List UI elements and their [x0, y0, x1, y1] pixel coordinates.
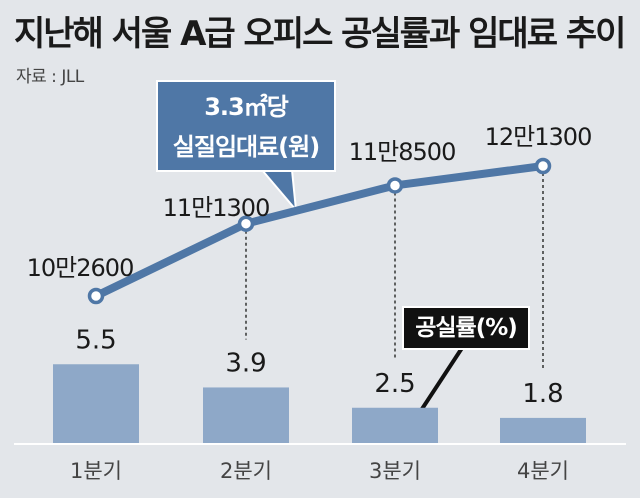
chart-title: 지난해 서울 A급 오피스 공실률과 임대료 추이	[14, 14, 626, 54]
rent-series-label: 3.3㎡당 실질임대료(원)	[156, 80, 336, 172]
vacancy-value-label: 3.9	[225, 348, 266, 378]
x-tick-label: 1분기	[70, 459, 122, 483]
rent-point	[87, 287, 105, 305]
vacancy-callout-pointer	[418, 346, 464, 414]
source-note: 자료 : JLL	[16, 67, 84, 87]
vacancy-value-label: 2.5	[374, 369, 415, 399]
vacancy-bar	[500, 417, 586, 444]
x-tick-label: 2분기	[220, 459, 272, 483]
rent-line	[94, 162, 544, 300]
vacancy-bar	[203, 387, 289, 444]
rent-value-label: 11만8500	[349, 138, 456, 166]
rent-series-label-line2: 실질임대료(원)	[172, 133, 320, 161]
rent-series-label-line1: 3.3㎡당	[204, 93, 289, 121]
vacancy-bar	[352, 407, 438, 444]
vacancy-series-label: 공실률(%)	[402, 306, 530, 350]
rent-value-label: 10만2600	[27, 254, 134, 282]
rent-point	[534, 157, 552, 175]
rent-point	[237, 215, 255, 232]
vacancy-bar	[53, 364, 139, 444]
x-tick-label: 4분기	[517, 459, 569, 483]
vacancy-value-label: 1.8	[522, 379, 563, 409]
x-tick-label: 3분기	[369, 459, 421, 483]
rent-point	[386, 177, 404, 194]
vacancy-value-label: 5.5	[75, 325, 116, 355]
rent-value-label: 11만1300	[163, 194, 270, 222]
rent-value-label: 12만1300	[485, 123, 592, 151]
